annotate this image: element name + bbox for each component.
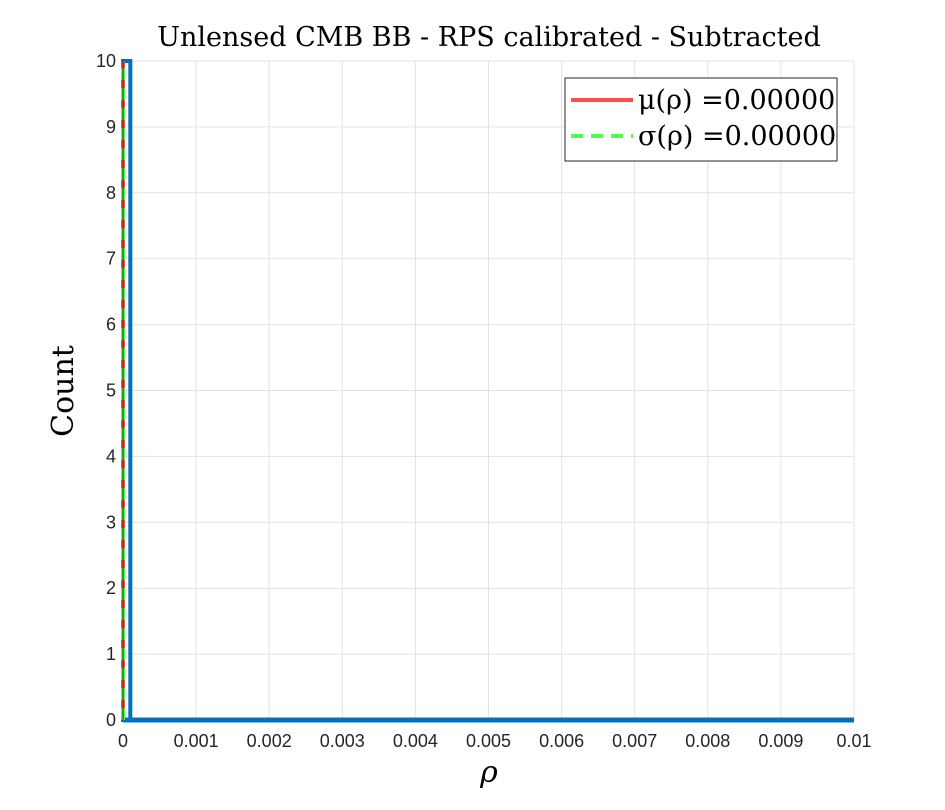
y-tick-label: 3: [106, 512, 116, 532]
y-tick-label: 0: [106, 710, 116, 730]
legend: μ(ρ) =0.00000 σ(ρ) =0.00000: [564, 77, 838, 162]
x-tick-label: 0.007: [612, 731, 657, 751]
grid: [122, 60, 855, 721]
x-axis-title: ρ: [479, 755, 498, 790]
y-tick-label: 7: [106, 249, 116, 269]
y-axis-ticks: 0 1 2 3 4 5 6 7 8 9 10: [96, 51, 116, 730]
x-tick-label: 0.002: [247, 731, 292, 751]
x-tick-label: 0.005: [466, 731, 511, 751]
y-tick-label: 5: [106, 381, 116, 401]
legend-box: [564, 77, 838, 162]
x-axis-ticks: 0 0.001 0.002 0.003 0.004 0.005 0.006 0.007 0.00…: [118, 731, 872, 751]
y-tick-label: 9: [106, 117, 116, 137]
y-tick-label: 2: [106, 578, 116, 598]
x-tick-label: 0.006: [539, 731, 584, 751]
legend-mean-label: μ(ρ) =0.00000: [638, 85, 835, 116]
x-tick-label: 0.003: [320, 731, 365, 751]
y-tick-label: 8: [106, 183, 116, 203]
x-tick-label: 0.004: [393, 731, 438, 751]
chart-title: Unlensed CMB BB - RPS calibrated - Subtr…: [157, 22, 821, 53]
y-tick-label: 1: [106, 644, 116, 664]
legend-std-label: σ(ρ) =0.00000: [638, 121, 836, 152]
y-tick-label: 4: [106, 446, 116, 466]
x-tick-label: 0.001: [174, 731, 219, 751]
y-tick-label: 6: [106, 315, 116, 335]
y-axis-title: Count: [46, 345, 81, 437]
x-tick-label: 0.008: [685, 731, 730, 751]
y-tick-label: 10: [96, 51, 116, 71]
x-tick-label: 0.01: [836, 731, 871, 751]
x-tick-label: 0: [118, 731, 128, 751]
x-tick-label: 0.009: [758, 731, 803, 751]
